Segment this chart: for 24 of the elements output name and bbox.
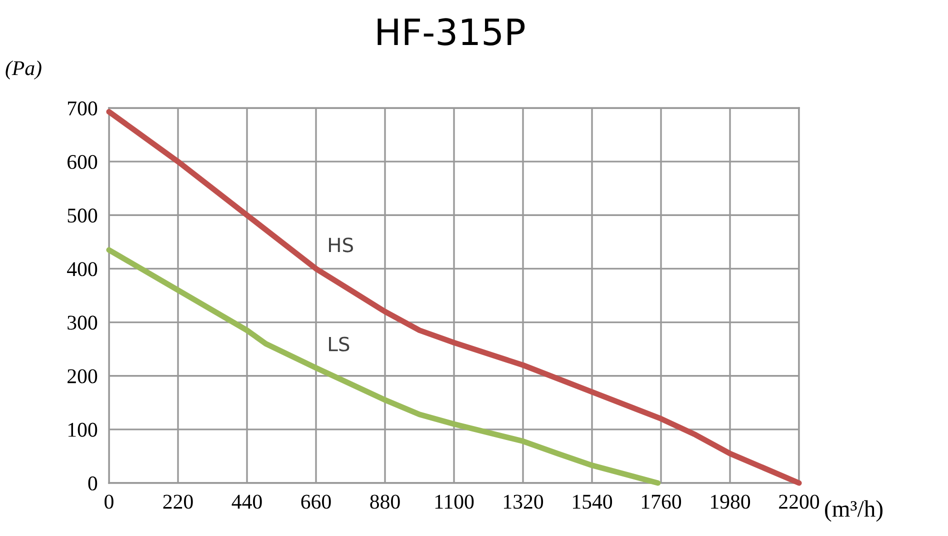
x-tick-label: 1320 xyxy=(504,494,544,509)
y-tick-label: 200 xyxy=(68,369,98,384)
y-tick-label: 300 xyxy=(68,316,98,330)
y-axis-title: (Pa) xyxy=(6,60,42,80)
y-tick-label: 600 xyxy=(68,154,98,170)
y-tick-label: 700 xyxy=(68,101,98,116)
y-tick-label: 100 xyxy=(68,422,98,437)
y-tick-label: 0 xyxy=(88,476,98,490)
x-tick-label: 220 xyxy=(163,494,193,509)
x-tick-label: 1100 xyxy=(435,494,474,509)
series-label: LS xyxy=(329,336,350,352)
x-tick-label: 1540 xyxy=(573,494,612,509)
x-tick-label: 0 xyxy=(104,494,114,509)
x-axis-title: (m³/h) xyxy=(825,500,882,522)
y-tick-label: 400 xyxy=(67,262,98,276)
x-tick-label: 1760 xyxy=(642,494,682,509)
chart-title: HF-315P xyxy=(378,18,525,46)
y-tick-label: 500 xyxy=(68,208,98,223)
x-tick-label: 2200 xyxy=(779,494,820,509)
x-tick-label: 880 xyxy=(370,494,400,509)
x-tick-label: 1980 xyxy=(711,494,750,509)
series-label: HS xyxy=(329,238,353,252)
x-tick-label: 660 xyxy=(301,494,331,509)
x-tick-label: 440 xyxy=(232,494,262,509)
